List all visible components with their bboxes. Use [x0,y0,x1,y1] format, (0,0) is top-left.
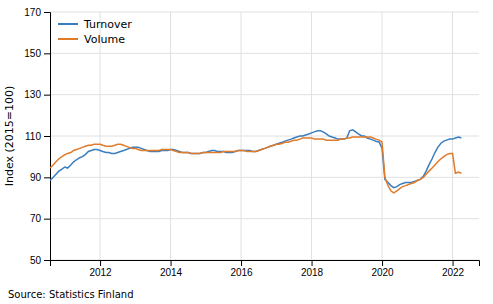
y-grid-line [50,136,479,137]
y-tick: 90 [30,172,50,183]
y-axis: 50 70 90 110 130 150 170 [24,7,50,266]
y-tick-mark [44,260,50,261]
x-tick-mark [312,260,313,266]
x-tick: 2016 [230,260,253,278]
x-tick-mark [382,260,383,266]
y-tick-mark [44,53,50,54]
legend-swatch [58,38,78,40]
y-tick-label: 70 [30,213,42,224]
y-axis-title: Index (2015=100) [3,86,16,187]
y-tick: 50 [30,255,50,266]
grid [50,12,479,260]
x-tick: 2022 [442,260,465,278]
series-line [50,130,461,188]
source-note: Source: Statistics Finland [8,289,134,300]
y-grid-line [50,177,479,178]
y-tick-mark [44,12,50,13]
x-tick: 2020 [371,260,394,278]
x-grid-line [100,12,101,260]
x-tick-label: 2012 [89,267,112,278]
legend-label: Volume [84,33,125,46]
x-tick-label: 2022 [442,267,465,278]
y-grid-line [50,12,479,13]
y-tick-label: 170 [24,7,41,18]
y-grid-line [50,94,479,95]
y-grid-line [50,53,479,54]
y-tick-mark [44,136,50,137]
series-line [50,137,461,193]
plot-area [50,130,461,193]
x-tick-label: 2018 [301,267,324,278]
legend: Turnover Volume [58,18,132,46]
x-grid-line [311,12,312,260]
x-tick-label: 2020 [371,267,394,278]
y-tick: 150 [24,48,50,59]
legend-swatch [58,23,78,25]
x-tick-label: 2014 [160,267,183,278]
x-grid-line [170,12,171,260]
x-grid-line [452,12,453,260]
x-tick-label: 2016 [230,267,253,278]
x-axis: 2012 2014 2016 2018 2020 2022 [51,260,480,278]
y-tick-label: 90 [30,172,42,183]
x-tick-mark [100,260,101,266]
y-tick: 70 [30,213,50,224]
x-axis-line [51,261,480,267]
x-tick: 2012 [89,260,112,278]
y-tick: 170 [24,7,50,18]
x-grid-line [382,12,383,260]
chart: 2012 2014 2016 2018 2020 2022 50 70 90 110 130 150 1… [0,0,493,304]
y-tick-label: 110 [25,131,41,142]
x-tick-mark [453,260,454,266]
legend-item: Turnover [58,18,132,31]
x-tick: 2014 [160,260,183,278]
x-tick-mark [171,260,172,266]
y-tick-label: 50 [30,255,42,266]
y-tick-mark [44,95,50,96]
y-tick-label: 130 [24,89,41,100]
y-tick-label: 150 [24,48,41,59]
x-tick-mark [241,260,242,266]
y-tick: 130 [24,89,50,100]
x-grid-line [241,12,242,260]
y-tick: 110 [25,131,50,142]
y-tick-mark [44,219,50,220]
legend-item: Volume [58,33,125,46]
legend-label: Turnover [83,18,132,31]
y-axis-line [44,13,51,261]
x-tick: 2018 [301,260,324,278]
y-grid-line [50,218,479,219]
y-tick-mark [44,177,50,178]
